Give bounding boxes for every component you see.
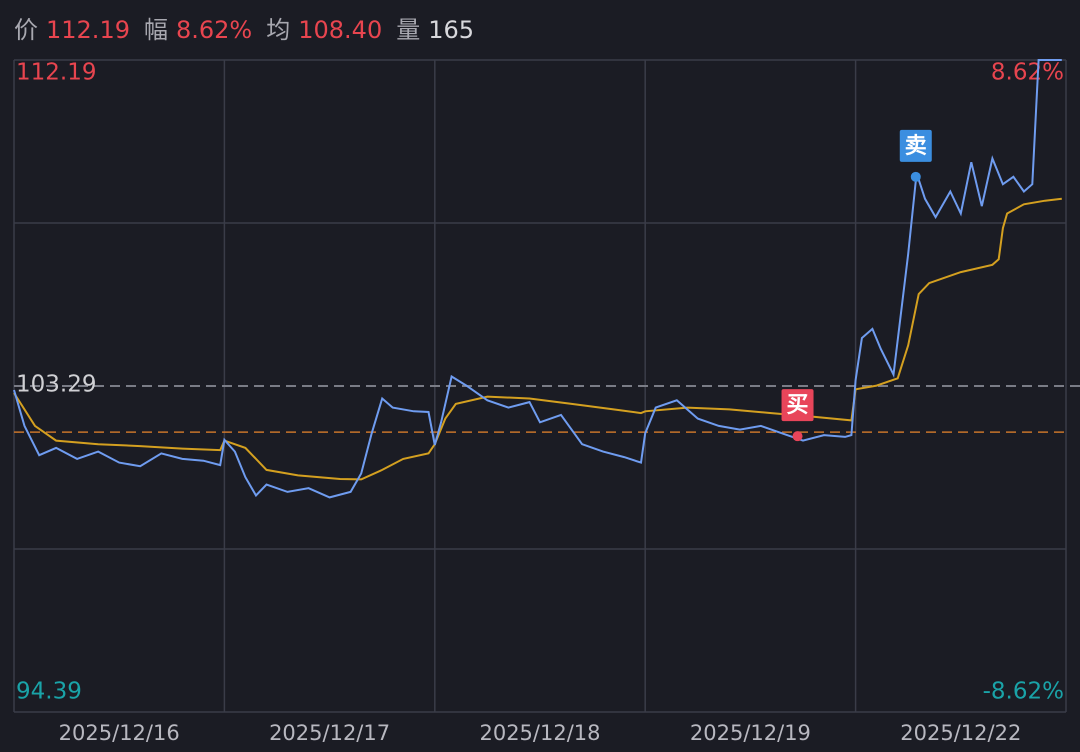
y2-tick-label: 8.62% [991,60,1064,86]
header-label: 量 [396,16,420,44]
x-tick-label: 2025/12/16 [59,721,180,745]
trade-label: 卖 [905,133,927,159]
x-tick-label: 2025/12/17 [269,721,390,745]
header-value: 8.62% [176,16,252,44]
header-value: 108.40 [298,16,382,44]
x-tick-label: 2025/12/19 [690,721,811,745]
header: 价 112.19 幅 8.62% 均 108.40 量 165 [14,16,474,44]
y-tick-label: 103.29 [16,372,96,398]
header-label: 幅 [144,16,168,44]
trade-badge [781,389,814,422]
trade-label: 买 [787,393,809,418]
trade-badge [899,129,932,162]
y-tick-label: 94.39 [16,679,82,705]
header-label: 均 [266,16,290,44]
y-tick-label: 112.19 [16,60,96,86]
x-tick-label: 2025/12/18 [479,721,600,745]
trade-point [910,171,921,182]
header-value: 112.19 [46,16,130,44]
header-label: 价 [14,16,38,44]
trade-point [792,431,803,442]
header-value: 165 [428,16,474,44]
series-line [13,59,1062,499]
x-tick-label: 2025/12/22 [900,721,1021,745]
series-line [13,197,1062,481]
y2-tick-label: -8.62% [983,679,1064,705]
